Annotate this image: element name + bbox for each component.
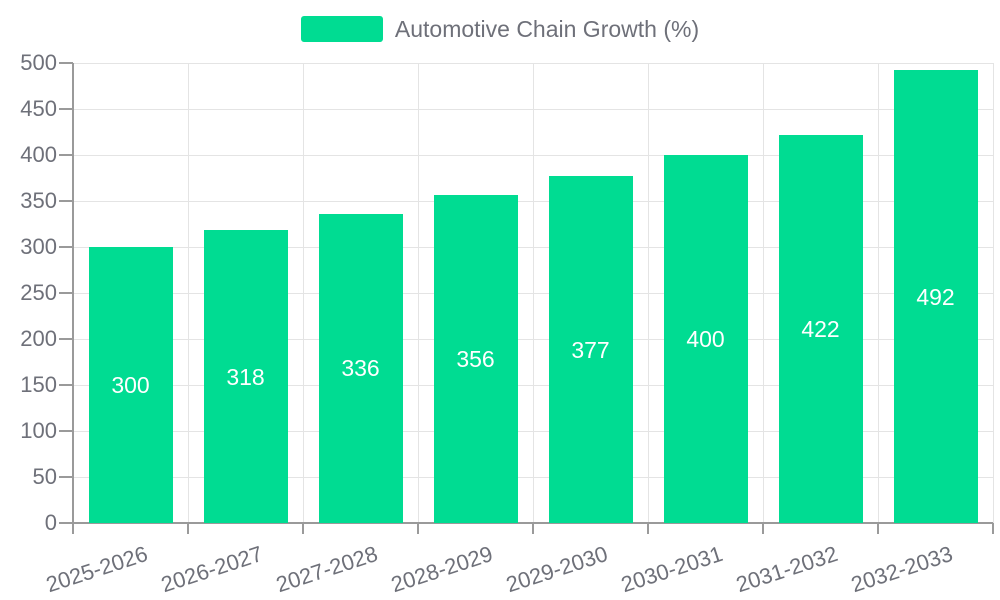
bar-value-label: 336 <box>341 355 380 382</box>
bar[interactable]: 377 <box>548 176 633 523</box>
bar-value-label: 492 <box>916 283 955 310</box>
bar[interactable]: 300 <box>88 247 173 523</box>
y-axis-tick <box>59 430 73 432</box>
x-axis-tick <box>992 523 994 534</box>
y-axis-label: 50 <box>32 464 57 489</box>
bar-value-label: 422 <box>801 315 840 342</box>
y-axis-label: 300 <box>20 234 57 259</box>
legend-swatch <box>300 16 383 42</box>
bar-value-label: 377 <box>571 336 610 363</box>
x-axis-tick <box>647 523 649 534</box>
y-axis-tick <box>59 522 73 524</box>
x-gridline <box>992 63 994 523</box>
y-axis-label: 250 <box>20 280 57 305</box>
x-gridline <box>647 63 649 523</box>
bar-value-label: 300 <box>111 372 150 398</box>
y-axis-tick <box>59 154 73 156</box>
legend[interactable]: Automotive Chain Growth (%) <box>0 16 1000 42</box>
x-axis-tick <box>532 523 534 534</box>
y-axis-tick <box>59 338 73 340</box>
y-axis-label: 400 <box>20 142 57 167</box>
y-axis-label: 200 <box>20 326 57 351</box>
bar[interactable]: 318 <box>203 230 288 523</box>
bar[interactable]: 336 <box>318 213 403 523</box>
y-axis-label: 500 <box>20 50 57 75</box>
x-gridline <box>762 63 764 523</box>
y-axis-tick <box>59 246 73 248</box>
y-axis-tick <box>59 200 73 202</box>
y-axis-label: 450 <box>20 96 57 121</box>
legend-label: Automotive Chain Growth (%) <box>394 16 700 42</box>
x-gridline <box>532 63 534 523</box>
x-axis-tick <box>72 523 74 534</box>
y-axis-label: 150 <box>20 372 57 397</box>
y-axis-tick <box>59 62 73 64</box>
bar-value-label: 356 <box>456 346 495 373</box>
bar-value-label: 400 <box>686 326 725 352</box>
x-axis-tick <box>877 523 879 534</box>
x-gridline <box>877 63 879 523</box>
y-axis-label: 0 <box>44 510 57 535</box>
bar[interactable]: 492 <box>893 70 978 523</box>
y-axis-tick <box>59 108 73 110</box>
x-gridline <box>302 63 304 523</box>
y-axis-tick <box>59 292 73 294</box>
x-axis-tick <box>302 523 304 534</box>
y-axis-label: 100 <box>20 418 57 443</box>
y-axis-label: 350 <box>20 188 57 213</box>
bar-value-label: 318 <box>226 363 265 390</box>
y-axis-tick <box>59 476 73 478</box>
x-axis-tick <box>187 523 189 534</box>
bar[interactable]: 400 <box>663 155 748 523</box>
x-axis-line <box>73 522 993 524</box>
x-gridline <box>417 63 419 523</box>
bar[interactable]: 356 <box>433 195 518 523</box>
x-gridline <box>187 63 189 523</box>
y-axis-tick <box>59 384 73 386</box>
y-axis-line <box>72 63 74 523</box>
bar[interactable]: 422 <box>778 134 863 523</box>
x-axis-tick <box>762 523 764 534</box>
x-axis-tick <box>417 523 419 534</box>
